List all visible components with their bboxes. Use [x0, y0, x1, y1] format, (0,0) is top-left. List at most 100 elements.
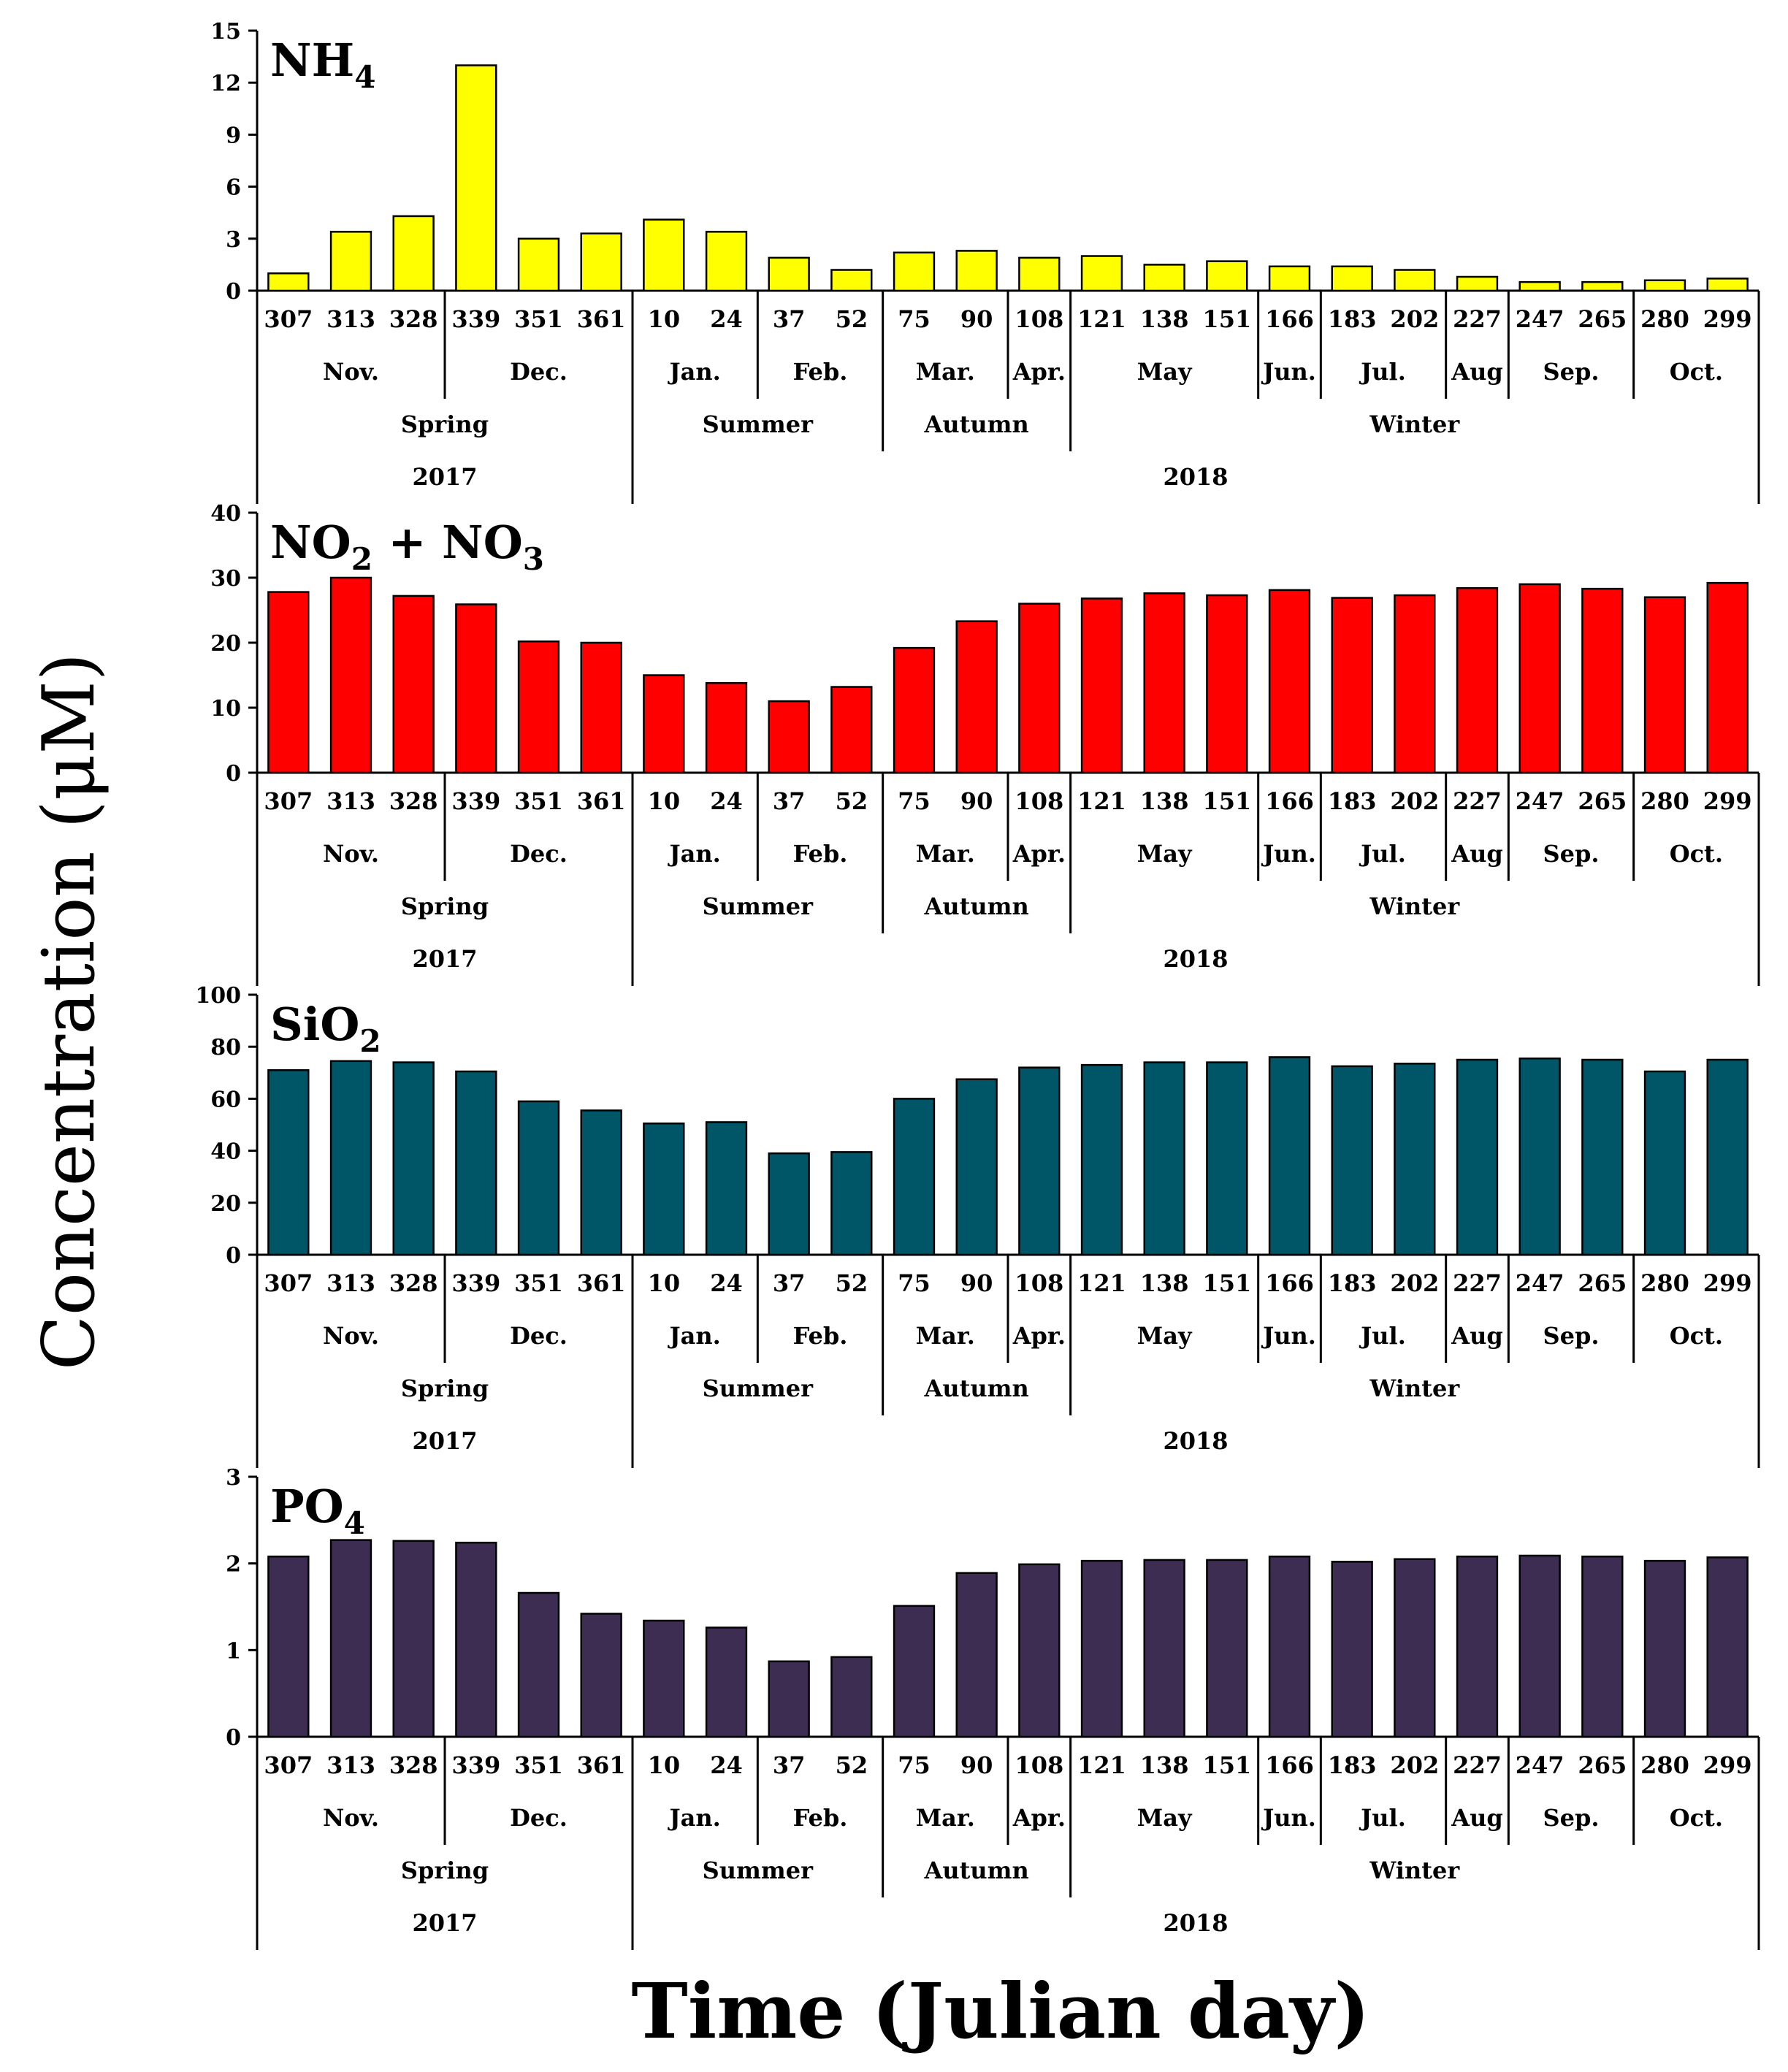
month-label: Dec. [510, 840, 568, 868]
month-label: May [1137, 358, 1193, 386]
month-label: Mar. [916, 840, 975, 868]
month-label: Apr. [1012, 358, 1066, 386]
x-tick-label: 37 [773, 1269, 806, 1297]
x-tick-label: 37 [773, 1751, 806, 1779]
season-label: Winter [1369, 1375, 1460, 1402]
bar [768, 1660, 810, 1738]
x-tick-label: 361 [577, 1269, 626, 1297]
month-label: Dec. [510, 1322, 568, 1350]
x-tick-label: 247 [1516, 305, 1564, 333]
bar [580, 641, 622, 774]
x-axis-label: Time (Julian day) [631, 1966, 1369, 2056]
x-tick-label: 227 [1453, 1269, 1502, 1297]
season-label: Autumn [924, 1857, 1029, 1884]
season-label: Spring [401, 1857, 489, 1884]
month-label: Mar. [916, 358, 975, 386]
bar [1643, 1070, 1686, 1256]
bar [580, 232, 622, 292]
bar [1518, 280, 1561, 292]
bar [267, 1555, 310, 1738]
x-tick-label: 90 [960, 1751, 993, 1779]
bar [830, 686, 873, 774]
x-tick-label: 24 [710, 1269, 743, 1297]
bar [1581, 1058, 1624, 1256]
x-tick-label: 24 [710, 787, 743, 815]
month-label: Aug [1451, 358, 1502, 386]
bar [705, 231, 748, 292]
month-label: Nov. [323, 1804, 379, 1832]
month-label: Jul. [1359, 358, 1406, 386]
x-tick-label: 299 [1703, 787, 1752, 815]
month-label: Jan. [668, 358, 721, 386]
y-axis-label: Concentration (μM) [28, 653, 111, 1370]
season-label: Summer [703, 1375, 814, 1402]
x-tick-label: 52 [836, 305, 868, 333]
bar [580, 1109, 622, 1256]
y-tick-label: 40 [210, 501, 241, 527]
x-tick-label: 339 [451, 305, 500, 333]
x-tick-label: 108 [1015, 1269, 1063, 1297]
bar [1018, 603, 1061, 774]
y-tick-label: 3 [226, 227, 241, 253]
x-tick-label: 90 [960, 1269, 993, 1297]
month-label: Oct. [1670, 1322, 1723, 1350]
bar [768, 1152, 810, 1256]
month-label: Feb. [793, 840, 848, 868]
season-label: Autumn [924, 410, 1029, 438]
x-tick-label: 108 [1015, 1751, 1063, 1779]
x-tick-label: 307 [264, 1269, 313, 1297]
year-label: 2017 [412, 1427, 477, 1455]
chart-panel: 0 3 6 9 12 15 NH4 307 313 328 339 351 361 10 24 37 52 75 9… [210, 19, 1760, 504]
bar [392, 1061, 435, 1256]
y-tick-label: 30 [210, 566, 241, 592]
x-tick-label: 227 [1453, 305, 1502, 333]
bar [329, 231, 372, 292]
x-tick-label: 202 [1390, 787, 1439, 815]
bar [955, 250, 998, 292]
bar [267, 591, 310, 774]
season-label: Summer [703, 1857, 814, 1884]
x-tick-label: 166 [1265, 1751, 1314, 1779]
month-label: Mar. [916, 1322, 975, 1350]
bar [893, 1098, 936, 1256]
x-tick-label: 351 [514, 1751, 563, 1779]
x-tick-label: 280 [1640, 1269, 1689, 1297]
bar [1518, 1057, 1561, 1256]
x-tick-label: 227 [1453, 1751, 1502, 1779]
month-label: Apr. [1012, 1322, 1066, 1350]
x-tick-label: 202 [1390, 1751, 1439, 1779]
panel-title-main: PO [270, 1480, 344, 1533]
month-label: Jul. [1359, 1804, 1406, 1832]
y-tick-label: 100 [195, 983, 241, 1009]
season-label: Winter [1369, 1857, 1460, 1884]
x-tick-label: 351 [514, 1269, 563, 1297]
x-tick-label: 166 [1265, 1269, 1314, 1297]
x-tick-label: 121 [1077, 305, 1126, 333]
bar [1456, 586, 1499, 774]
x-tick-label: 351 [514, 305, 563, 333]
panel-title-main: SiO [270, 998, 359, 1051]
x-tick-label: 328 [389, 1269, 438, 1297]
panel-title-main2: + NO [372, 516, 523, 569]
x-tick-label: 280 [1640, 787, 1689, 815]
x-tick-label: 247 [1516, 1269, 1564, 1297]
month-label: Jul. [1359, 840, 1406, 868]
month-label: May [1137, 840, 1193, 868]
bar [1018, 1066, 1061, 1256]
year-label: 2018 [1163, 463, 1228, 491]
bar [643, 1122, 685, 1256]
x-tick-label: 328 [389, 787, 438, 815]
bar [392, 595, 435, 774]
x-tick-label: 247 [1516, 787, 1564, 815]
month-label: Feb. [793, 1804, 848, 1832]
x-tick-label: 90 [960, 787, 993, 815]
x-tick-label: 313 [326, 1269, 375, 1297]
bar [580, 1613, 622, 1738]
x-tick-label: 328 [389, 305, 438, 333]
bar [1394, 269, 1436, 292]
x-tick-label: 183 [1328, 1751, 1377, 1779]
x-tick-label: 10 [648, 1751, 681, 1779]
x-tick-label: 138 [1140, 787, 1189, 815]
month-label: Oct. [1670, 840, 1723, 868]
month-label: Mar. [916, 1804, 975, 1832]
